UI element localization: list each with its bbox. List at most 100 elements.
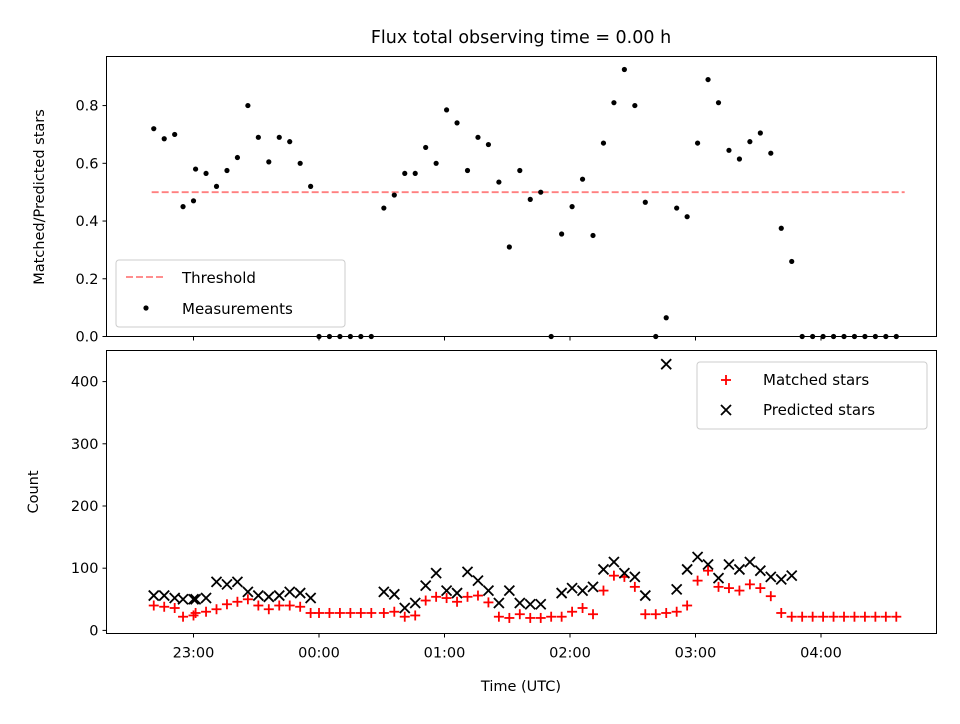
bottom-legend-box bbox=[696, 361, 928, 430]
bottom-x-tick-label: 03:00 bbox=[675, 646, 717, 662]
predicted-star-point bbox=[535, 598, 547, 610]
bottom-panel: Count Time (UTC) 0 100 200 300 400 23:00 00:0… bbox=[26, 350, 937, 695]
matched-star-point bbox=[345, 607, 356, 618]
predicted-star-point bbox=[177, 593, 189, 605]
predicted-star-point bbox=[514, 597, 526, 609]
bottom-y-tick-label: 200 bbox=[71, 499, 99, 515]
measurement-point bbox=[423, 144, 429, 151]
matched-star-point bbox=[786, 611, 797, 622]
predicted-star-point bbox=[451, 587, 463, 599]
matched-star-point bbox=[295, 601, 306, 612]
predicted-star-point bbox=[284, 586, 296, 598]
measurement-point bbox=[789, 258, 795, 265]
measurement-point bbox=[632, 102, 638, 109]
measurement-point bbox=[663, 315, 669, 321]
matched-star-point bbox=[324, 607, 335, 618]
matched-star-point bbox=[807, 611, 818, 622]
matched-star-point bbox=[671, 606, 682, 617]
predicted-star-point bbox=[210, 576, 223, 588]
bottom-x-tick-label: 04:00 bbox=[800, 646, 842, 662]
measurement-point bbox=[381, 205, 387, 211]
measurement-point bbox=[485, 141, 492, 148]
predicted-star-point bbox=[420, 579, 432, 592]
measurement-point bbox=[517, 167, 523, 174]
matched-star-point bbox=[870, 611, 881, 622]
predicted-star-point bbox=[440, 584, 453, 597]
matched-star-point bbox=[263, 604, 274, 615]
matched-star-point bbox=[556, 611, 567, 622]
matched-star-point bbox=[201, 606, 212, 617]
measurement-point bbox=[308, 183, 314, 189]
predicted-star-point bbox=[587, 581, 599, 593]
predicted-star-point bbox=[566, 582, 578, 594]
top-panel: Flux total observing time = 0.00 h Match… bbox=[32, 28, 937, 346]
legend-matched-label: Matched stars bbox=[763, 371, 869, 389]
chart-title: Flux total observing time = 0.00 h bbox=[371, 28, 671, 48]
legend-predicted-label: Predicted stars bbox=[763, 401, 875, 419]
matched-star-point bbox=[493, 611, 504, 622]
measurement-point bbox=[203, 170, 209, 177]
matched-star-point bbox=[650, 609, 661, 620]
bottom-y-tick-label: 300 bbox=[71, 437, 99, 453]
predicted-star-point bbox=[399, 602, 411, 614]
measurement-point bbox=[736, 156, 743, 162]
predicted-star-point bbox=[765, 571, 777, 583]
legend-measurements-swatch bbox=[143, 305, 149, 311]
predicted-star-point bbox=[430, 567, 442, 579]
measurement-point bbox=[464, 167, 471, 174]
matched-star-point bbox=[178, 611, 189, 622]
matched-star-point bbox=[253, 600, 264, 611]
measurement-point bbox=[590, 232, 596, 239]
predicted-star-point bbox=[158, 589, 170, 602]
matched-star-point bbox=[452, 596, 463, 607]
matched-star-point bbox=[378, 607, 389, 618]
matched-star-point bbox=[314, 607, 324, 618]
predicted-star-point bbox=[503, 584, 515, 597]
measurement-point bbox=[621, 66, 627, 73]
matched-star-point bbox=[629, 581, 640, 592]
measurement-point bbox=[506, 244, 512, 250]
measurement-point bbox=[433, 160, 439, 166]
measurement-point bbox=[402, 170, 408, 177]
measurement-point bbox=[234, 154, 241, 161]
bottom-x-axis: 23:00 00:00 01:00 02:00 03:00 04:00 bbox=[173, 633, 842, 662]
measurement-point bbox=[538, 189, 544, 195]
matched-star-point bbox=[431, 591, 442, 602]
measurement-point bbox=[391, 192, 397, 198]
top-y-tick-label: 0.4 bbox=[75, 214, 98, 230]
measurement-point bbox=[412, 170, 418, 177]
bottom-x-tick-label: 01:00 bbox=[424, 646, 466, 662]
matched-star-point bbox=[546, 611, 557, 622]
top-y-tick-label: 0.6 bbox=[75, 156, 98, 172]
matched-star-point bbox=[703, 565, 714, 576]
measurement-point bbox=[569, 204, 575, 210]
bottom-plot-area bbox=[148, 358, 902, 623]
measurement-point bbox=[287, 139, 293, 145]
matched-star-point bbox=[462, 591, 473, 602]
predicted-star-point bbox=[524, 598, 536, 610]
predicted-star-point bbox=[187, 593, 200, 605]
matched-star-point bbox=[472, 590, 483, 601]
matched-star-point bbox=[588, 609, 599, 620]
measurement-point bbox=[224, 167, 230, 174]
measurement-point bbox=[611, 100, 617, 106]
matched-star-point bbox=[818, 611, 829, 622]
matched-star-point bbox=[274, 600, 285, 611]
matched-star-point bbox=[504, 612, 515, 623]
legend-threshold-label: Threshold bbox=[181, 269, 256, 287]
measurement-point bbox=[475, 134, 481, 140]
matched-star-point bbox=[598, 585, 609, 596]
predicted-star-point bbox=[482, 584, 495, 597]
measurement-point bbox=[684, 214, 690, 220]
matched-star-point bbox=[190, 607, 201, 618]
predicted-star-point bbox=[221, 578, 233, 591]
measurement-point bbox=[642, 199, 648, 205]
matched-star-point bbox=[420, 595, 431, 606]
predicted-star-point bbox=[294, 587, 306, 599]
matched-star-point bbox=[389, 606, 400, 617]
predicted-star-point bbox=[775, 573, 787, 586]
measurement-point bbox=[705, 76, 711, 83]
matched-star-point bbox=[305, 607, 316, 618]
matched-star-point bbox=[891, 611, 902, 622]
predicted-star-point bbox=[754, 565, 766, 577]
